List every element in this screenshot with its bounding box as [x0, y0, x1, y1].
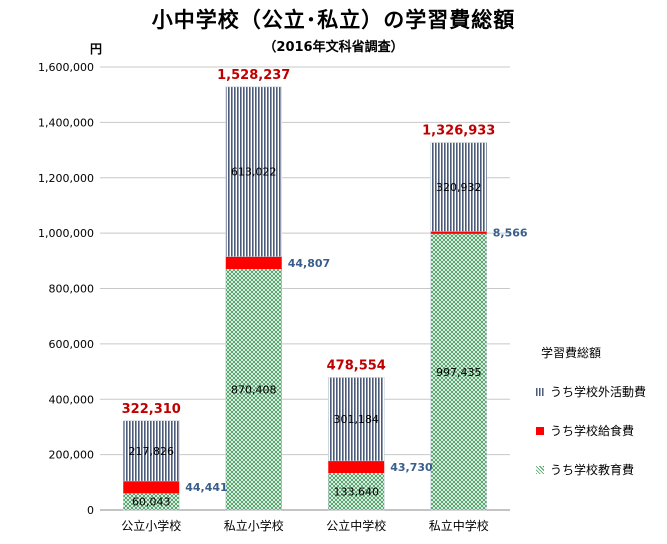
total-label: 478,554 [327, 359, 386, 374]
legend-title: 学習費総額 [541, 346, 602, 360]
bar-segment-lunch [225, 256, 282, 270]
legend-item-education: うち学校教育費 [536, 461, 634, 478]
data-label-education: 60,043 [132, 496, 171, 509]
legend-item-lunch: うち学校給食費 [536, 422, 634, 439]
bar-segment-lunch [123, 481, 180, 494]
data-label-lunch: 8,566 [493, 227, 528, 240]
data-label-lunch: 44,441 [185, 481, 227, 494]
data-label-lunch: 43,730 [390, 461, 433, 474]
x-category-label: 私立中学校 [429, 518, 489, 533]
data-label-lunch: 44,807 [288, 257, 330, 270]
data-label-education: 133,640 [334, 485, 380, 498]
legend-label-education: うち学校教育費 [550, 463, 635, 477]
data-label-extracurricular: 320,932 [436, 181, 482, 194]
y-tick-label: 0 [87, 504, 94, 517]
bar-segment-education [328, 472, 385, 511]
x-category-label: 公立中学校 [326, 518, 386, 533]
data-label-education: 870,408 [231, 384, 277, 397]
total-label: 1,326,933 [422, 124, 495, 139]
y-axis-unit-label: 円 [90, 42, 102, 56]
legend-label-lunch: うち学校給食費 [550, 424, 635, 438]
total-label: 1,528,237 [217, 68, 290, 83]
bar-segment-extracurricular [123, 420, 180, 482]
legend-swatch-extracurricular [536, 387, 544, 396]
legend-swatch-lunch [536, 426, 544, 435]
legend-swatch-education [536, 465, 544, 474]
bar-segment-education [430, 233, 487, 511]
bar-segment-extracurricular [225, 86, 282, 257]
data-label-extracurricular: 613,022 [231, 166, 277, 179]
chart-title: 小中学校（公立･私立）の学習費総額 [151, 8, 516, 32]
y-tick-label: 1,200,000 [38, 172, 94, 185]
bar-segment-lunch [328, 460, 385, 473]
data-label-extracurricular: 217,826 [129, 445, 175, 458]
y-tick-label: 1,000,000 [38, 227, 94, 240]
total-label: 322,310 [122, 402, 181, 417]
bar-segment-lunch [430, 231, 487, 234]
legend-item-extracurricular: うち学校外活動費 [536, 383, 646, 400]
data-label-education: 997,435 [436, 366, 482, 379]
y-tick-label: 800,000 [49, 283, 95, 296]
x-category-label: 公立小学校 [121, 518, 181, 533]
y-tick-label: 1,400,000 [38, 116, 94, 129]
y-tick-label: 1,600,000 [38, 61, 94, 74]
bar-segment-education [225, 268, 282, 511]
x-category-label: 私立小学校 [224, 518, 284, 533]
legend-label-extracurricular: うち学校外活動費 [550, 385, 647, 399]
y-tick-label: 600,000 [49, 338, 95, 351]
chart-subtitle: （2016年文科省調査） [263, 40, 404, 55]
data-label-extracurricular: 301,184 [334, 413, 380, 426]
bar-segment-extracurricular [328, 377, 385, 462]
bar-segment-extracurricular [430, 142, 487, 232]
y-tick-label: 200,000 [49, 449, 95, 462]
y-tick-label: 400,000 [49, 393, 95, 406]
